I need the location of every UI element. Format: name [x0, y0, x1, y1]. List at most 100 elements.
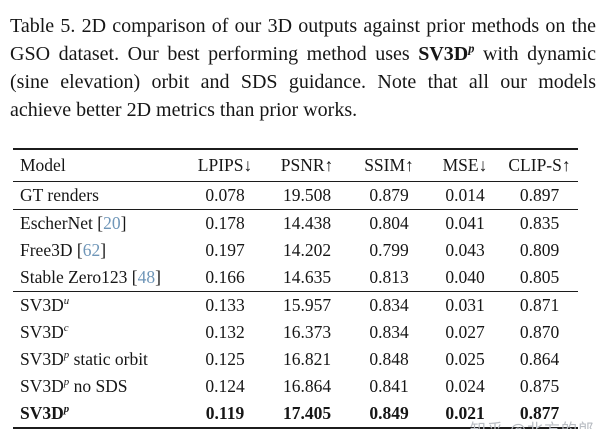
model-name-text: SV3D — [20, 349, 64, 369]
results-table: Model LPIPS↓ PSNR↑ SSIM↑ MSE↓ CLIP-S↑ GT… — [13, 148, 578, 429]
model-superscript: u — [63, 295, 70, 308]
table-header-row: Model LPIPS↓ PSNR↑ SSIM↑ MSE↓ CLIP-S↑ — [13, 149, 578, 182]
metric-value: 17.405 — [282, 403, 332, 423]
table-row: SV3Dp 0.119 17.405 0.849 0.021 0.877 — [13, 400, 578, 428]
metric-value: 0.024 — [445, 376, 485, 396]
model-cell: SV3Dp no SDS — [13, 373, 185, 400]
metric-value: 0.041 — [429, 209, 501, 237]
table-caption: Table 5. 2D comparison of our 3D outputs… — [10, 12, 596, 124]
metric-value: 0.849 — [369, 403, 409, 423]
model-name-text: static orbit — [69, 349, 148, 369]
metric-value: 14.438 — [265, 209, 349, 237]
metric-value: 0.027 — [445, 322, 485, 342]
model-superscript: p — [63, 403, 70, 416]
citation-link[interactable]: 48 — [137, 267, 156, 287]
metric-value: 0.897 — [519, 185, 560, 205]
metric-value: 0.799 — [369, 240, 409, 260]
model-name-text: ] — [120, 213, 127, 233]
metric-value: 0.879 — [369, 185, 409, 205]
model-cell: EscherNet [20] — [13, 209, 185, 237]
results-table-container: Model LPIPS↓ PSNR↑ SSIM↑ MSE↓ CLIP-S↑ GT… — [13, 148, 594, 429]
metric-value: 0.870 — [519, 322, 560, 342]
metric-value: 0.014 — [445, 185, 485, 205]
metric-value: 0.178 — [185, 209, 265, 237]
metric-value: 16.373 — [282, 322, 332, 342]
model-name-text: GT renders — [20, 185, 99, 205]
caption-text-before: Table 5. 2D comparison of our 3D outputs… — [10, 15, 596, 65]
citation-link[interactable]: 62 — [82, 240, 101, 260]
table-row: SV3Dp static orbit 0.125 16.821 0.848 0.025 0… — [13, 346, 578, 373]
model-superscript: p — [63, 376, 70, 389]
metric-value: 0.025 — [445, 349, 485, 369]
metric-value: 0.166 — [205, 267, 245, 287]
metric-value: 0.078 — [205, 185, 245, 205]
model-name-text: Free3D [ — [20, 240, 83, 260]
metric-value: 0.875 — [519, 376, 560, 396]
column-header-lpips: LPIPS↓ — [185, 149, 265, 182]
metric-value: 0.119 — [205, 403, 245, 423]
caption-text-after: with dynamic (sine elevation) orbit and … — [10, 43, 596, 121]
table-row: EscherNet [20] 0.178 14.438 0.804 0.041 0.835 — [13, 209, 578, 237]
table-row: GT renders 0.078 19.508 0.879 0.014 0.897 — [13, 182, 578, 210]
metric-value: 16.864 — [282, 376, 332, 396]
table-row: SV3Dc 0.132 16.373 0.834 0.027 0.870 — [13, 319, 578, 346]
table-row: Free3D [62] 0.197 14.202 0.799 0.043 0.809 — [13, 237, 578, 264]
metric-value: 0.834 — [349, 291, 429, 319]
metric-value: 0.021 — [445, 403, 485, 423]
model-name-text: ] — [155, 267, 161, 287]
metric-value: 0.871 — [501, 291, 578, 319]
model-cell: GT renders — [13, 182, 185, 210]
metric-value: 0.835 — [501, 209, 578, 237]
metric-value: 0.848 — [369, 349, 409, 369]
model-superscript: p — [63, 349, 70, 362]
table-body: GT renders 0.078 19.508 0.879 0.014 0.897 Esch… — [13, 182, 578, 429]
column-header-ssim: SSIM↑ — [349, 149, 429, 182]
model-name-text: SV3D — [20, 295, 64, 315]
model-name-text: Stable Zero123 [ — [20, 267, 138, 287]
model-cell: SV3Dc — [13, 319, 185, 346]
caption-method-superscript: p — [468, 41, 475, 56]
table-row: Stable Zero123 [48] 0.166 14.635 0.813 0.040… — [13, 264, 578, 292]
model-cell: SV3Dp — [13, 400, 185, 428]
column-header-psnr: PSNR↑ — [265, 149, 349, 182]
metric-value: 0.043 — [445, 240, 485, 260]
model-name-text: ] — [100, 240, 107, 260]
table-row: SV3Du 0.133 15.957 0.834 0.031 0.871 — [13, 291, 578, 319]
metric-value: 15.957 — [265, 291, 349, 319]
metric-value: 0.040 — [445, 267, 485, 287]
metric-value: 16.821 — [282, 349, 332, 369]
model-cell: SV3Dp static orbit — [13, 346, 185, 373]
model-name-text: SV3D — [20, 376, 64, 396]
metric-value: 0.813 — [369, 267, 409, 287]
metric-value: 0.132 — [205, 322, 245, 342]
metric-value: 0.841 — [369, 376, 409, 396]
citation-link[interactable]: 20 — [103, 213, 121, 233]
table-row: SV3Dp no SDS 0.124 16.864 0.841 0.024 0.875 — [13, 373, 578, 400]
metric-value: 0.031 — [429, 291, 501, 319]
table-header: Model LPIPS↓ PSNR↑ SSIM↑ MSE↓ CLIP-S↑ — [13, 149, 578, 182]
metric-value: 0.805 — [519, 267, 560, 287]
model-superscript: c — [63, 322, 69, 335]
column-header-mse: MSE↓ — [429, 149, 501, 182]
metric-value: 0.124 — [205, 376, 245, 396]
model-cell: Stable Zero123 [48] — [13, 264, 185, 292]
metric-value: 0.125 — [205, 349, 245, 369]
metric-value: 0.877 — [519, 403, 560, 423]
model-name-text: SV3D — [20, 322, 64, 342]
model-name-text: SV3D — [20, 403, 64, 423]
metric-value: 0.197 — [205, 240, 245, 260]
model-cell: SV3Du — [13, 291, 185, 319]
caption-bold-method: SV3Dp — [418, 41, 475, 65]
column-header-model: Model — [13, 149, 185, 182]
metric-value: 0.133 — [185, 291, 265, 319]
metric-value: 0.804 — [349, 209, 429, 237]
metric-value: 0.834 — [369, 322, 409, 342]
model-name-text: EscherNet [ — [20, 213, 104, 233]
metric-value: 0.864 — [519, 349, 560, 369]
metric-value: 14.635 — [282, 267, 332, 287]
model-cell: Free3D [62] — [13, 237, 185, 264]
model-name-text: no SDS — [69, 376, 128, 396]
metric-value: 14.202 — [282, 240, 332, 260]
metric-value: 19.508 — [282, 185, 332, 205]
